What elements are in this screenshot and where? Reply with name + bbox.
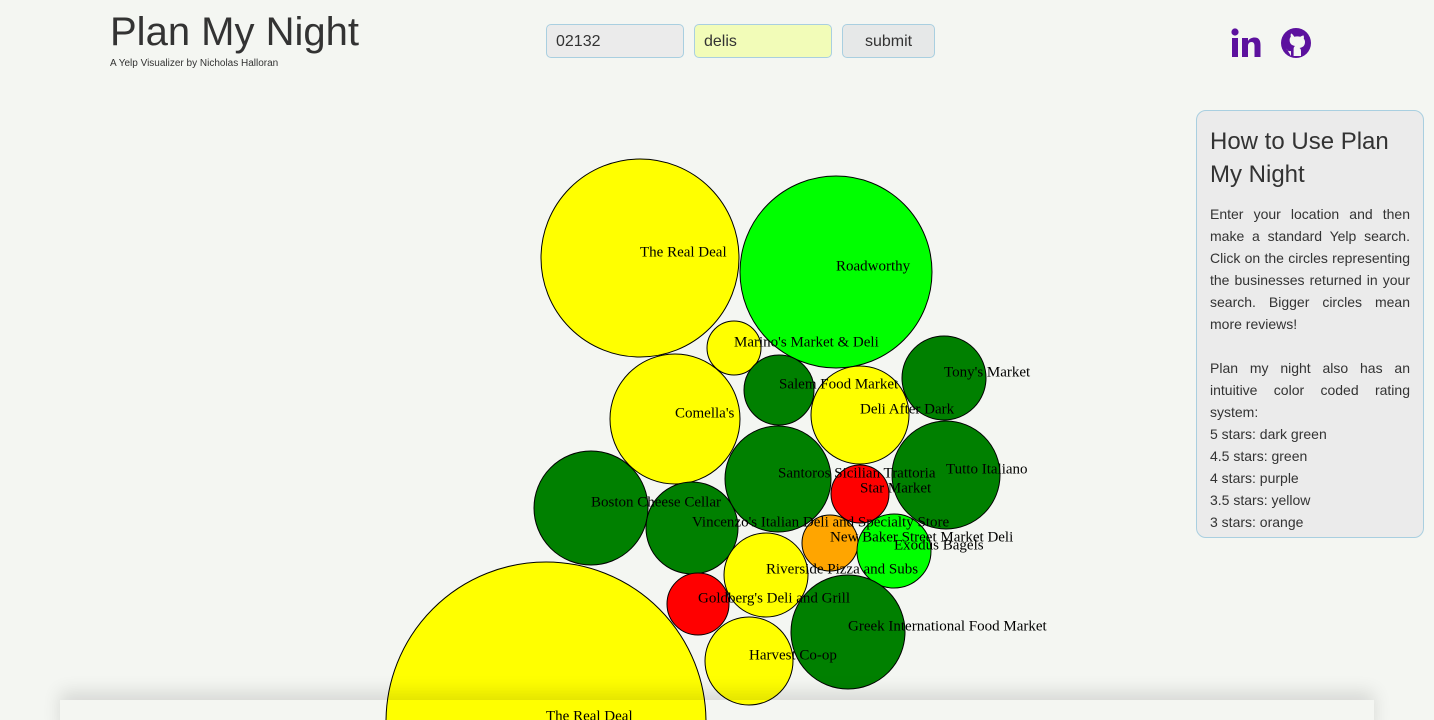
business-bubble[interactable]	[856, 513, 932, 589]
business-label: Tony's Market	[944, 364, 1031, 380]
business-bubble[interactable]	[723, 532, 809, 618]
linkedin-icon[interactable]	[1230, 27, 1262, 59]
business-label: Marino's Market & Deli	[734, 334, 879, 350]
help-title: How to Use Plan My Night	[1210, 128, 1389, 188]
business-label: The Real Deal	[546, 708, 633, 720]
business-bubble[interactable]	[666, 572, 730, 636]
rating-item: 3.5 stars: yellow	[1210, 492, 1311, 508]
business-bubble[interactable]	[743, 354, 815, 426]
business-label: The Real Deal	[640, 244, 727, 260]
business-bubble[interactable]	[704, 616, 794, 706]
location-input[interactable]: 02132	[546, 24, 684, 58]
help-paragraph: Enter your location and then make a stan…	[1210, 206, 1410, 332]
business-bubble[interactable]	[706, 320, 762, 376]
business-bubble[interactable]	[891, 420, 1001, 530]
business-label: Harvest Co-op	[749, 647, 837, 663]
bubble-chart: The Real Deal Roadworthy Marino's Market &…	[385, 158, 1048, 720]
business-label: Salem Food Market	[779, 376, 899, 392]
business-label: Deli After Dark	[860, 401, 955, 417]
business-label: Roadworthy	[836, 258, 911, 274]
github-icon[interactable]	[1280, 27, 1312, 59]
business-label: Tutto Italiano	[946, 461, 1028, 477]
business-bubble[interactable]	[739, 175, 933, 369]
rating-item: 4 stars: purple	[1210, 470, 1299, 486]
app-subtitle: A Yelp Visualizer by Nicholas Halloran	[110, 58, 279, 69]
business-bubble[interactable]	[609, 353, 741, 485]
app-title: Plan My Night	[110, 10, 359, 54]
help-panel: How to Use Plan My Night Enter your loca…	[1196, 110, 1424, 538]
help-paragraph: Plan my night also has an intuitive colo…	[1210, 360, 1410, 420]
business-label: Goldberg's Deli and Grill	[698, 590, 850, 606]
business-label: Riverside Pizza and Subs	[766, 561, 918, 577]
business-label: Vincenzo's Italian Deli and Specialty St…	[692, 514, 949, 530]
business-bubble[interactable]	[540, 158, 740, 358]
search-input[interactable]: delis	[694, 24, 832, 58]
business-bubble[interactable]	[810, 365, 910, 465]
business-label: New Baker Street Market Deli	[830, 529, 1013, 545]
submit-button[interactable]: submit	[842, 24, 935, 58]
rating-item: 5 stars: dark green	[1210, 426, 1327, 442]
business-bubble[interactable]	[385, 561, 707, 720]
business-label: Star Market	[860, 480, 932, 496]
rating-item: 4.5 stars: green	[1210, 448, 1308, 464]
business-label: Comella's	[675, 405, 735, 421]
footer-shadow	[60, 700, 1374, 720]
business-label: Santoros Sicilian Trattoria	[778, 465, 936, 481]
rating-list: 5 stars: dark green 4.5 stars: green 4 sta…	[1210, 423, 1410, 533]
business-label: Boston Cheese Cellar	[591, 494, 721, 510]
business-label: Greek International Food Market	[848, 618, 1048, 634]
business-bubble[interactable]	[724, 425, 832, 533]
business-bubble[interactable]	[830, 464, 890, 524]
business-bubble[interactable]	[533, 450, 649, 566]
business-bubble[interactable]	[790, 574, 906, 690]
rating-item: 3 stars: orange	[1210, 514, 1304, 530]
business-bubble[interactable]	[901, 335, 987, 421]
business-label: Exodus Bagels	[894, 537, 984, 553]
